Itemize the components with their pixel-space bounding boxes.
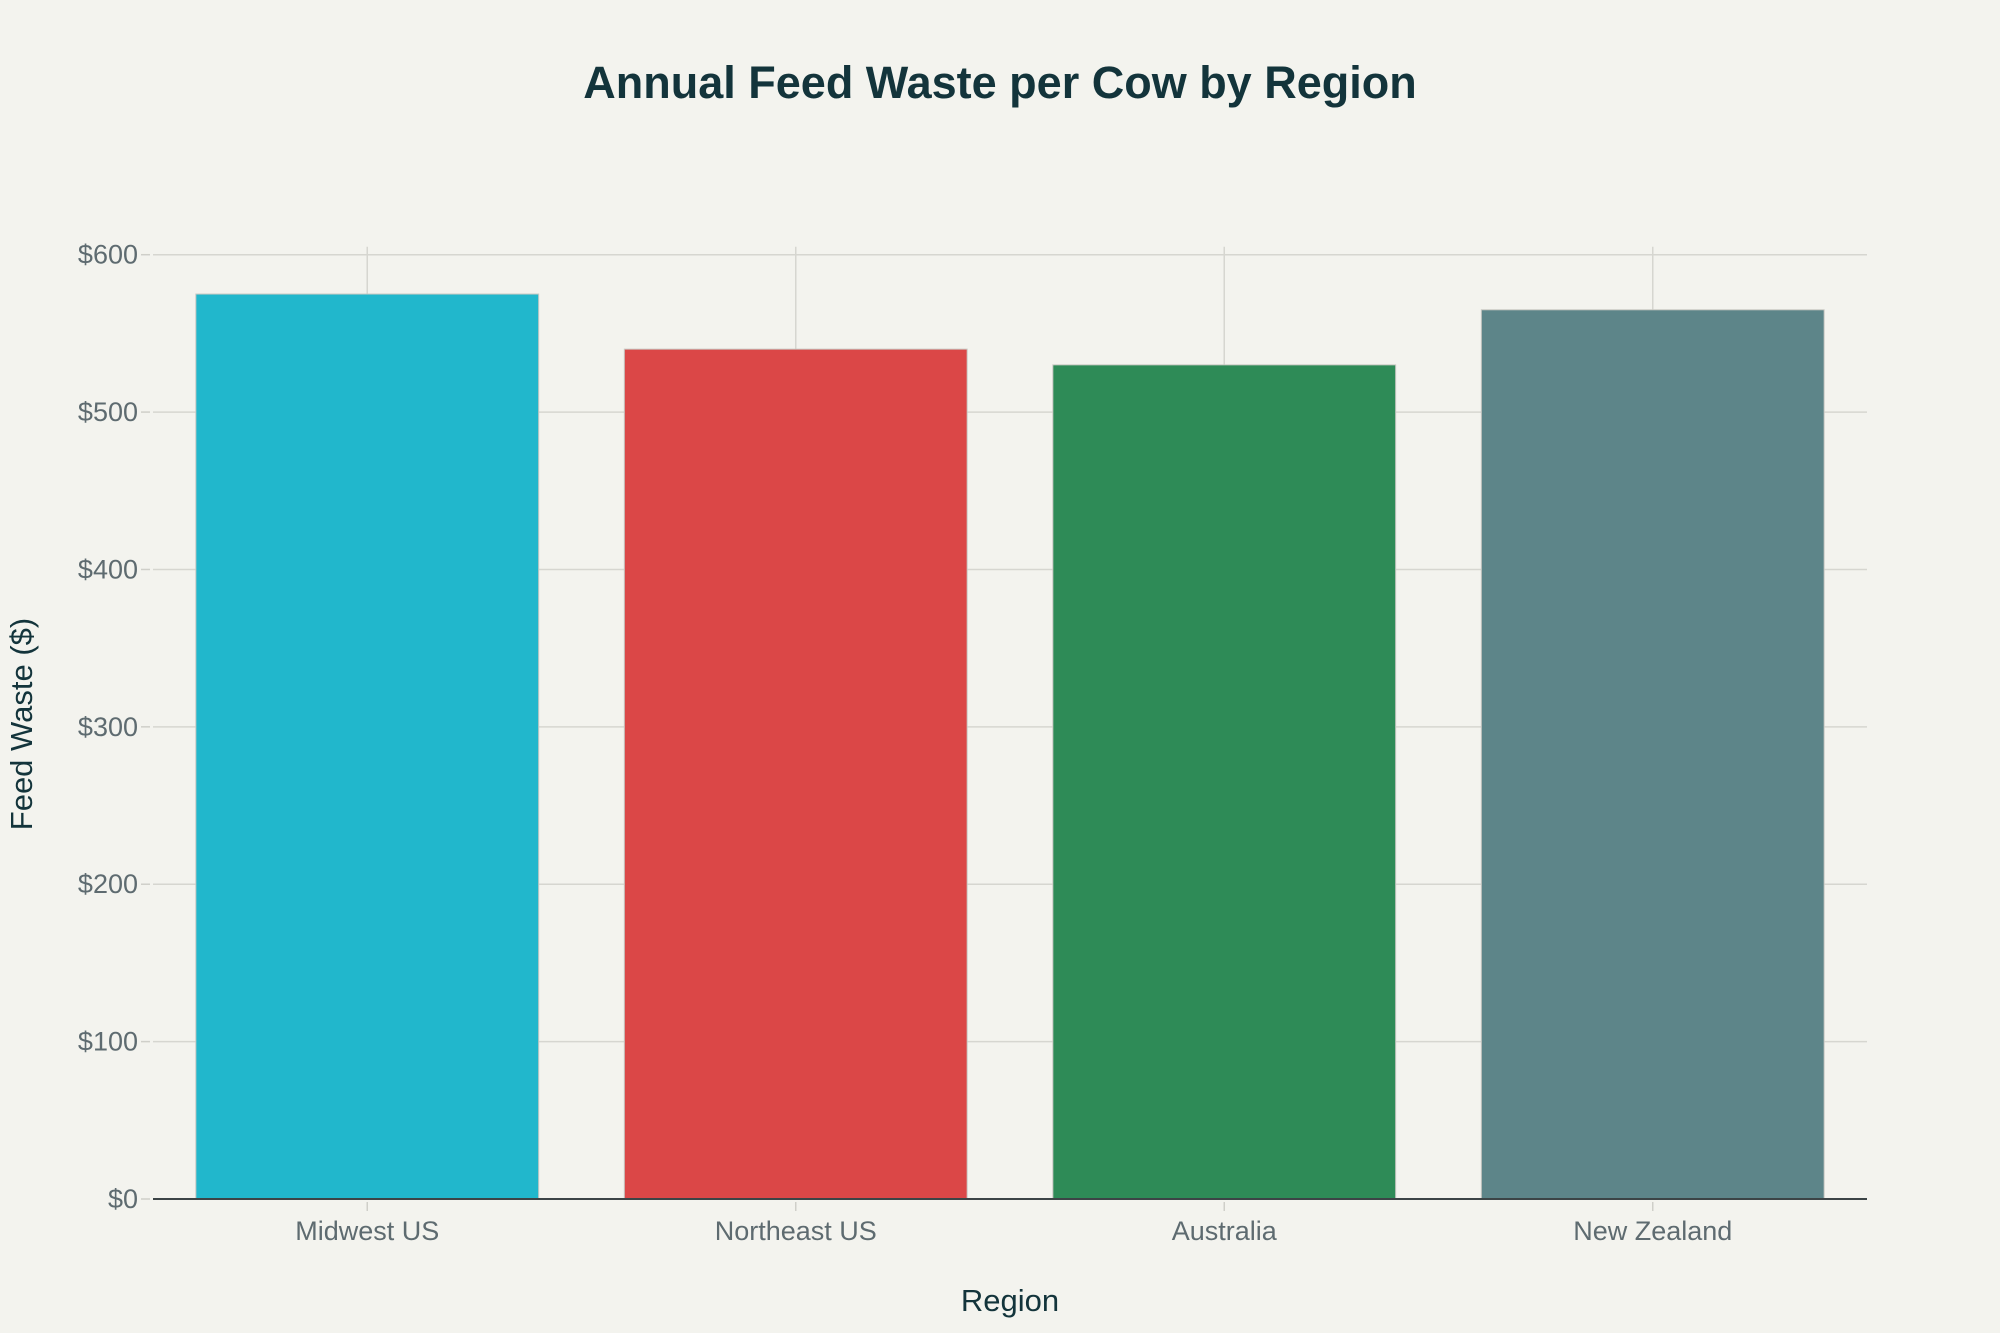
bar-australia <box>1052 364 1397 1200</box>
x-tick-label: Midwest US <box>295 1216 439 1246</box>
bar-northeast-us <box>623 348 968 1200</box>
bar-new-zealand <box>1480 309 1825 1200</box>
y-tick-label: $100 <box>78 1027 138 1057</box>
y-tick-label: $600 <box>78 240 138 270</box>
x-axis-title: Region <box>961 1283 1059 1318</box>
x-axis-ticks: Midwest US Northeast US Australia New Zeala… <box>295 1202 1732 1246</box>
y-axis-title: Feed Waste ($) <box>4 618 39 830</box>
x-tick-label: New Zealand <box>1573 1216 1732 1246</box>
bars <box>195 293 1825 1200</box>
x-tick-label: Northeast US <box>715 1216 877 1246</box>
y-axis-ticks: $0 $100 $200 $300 $400 $500 $600 <box>78 240 150 1214</box>
x-axis-gridlines <box>366 246 1654 1199</box>
y-tick-label: $500 <box>78 397 138 427</box>
bar-midwest-us <box>195 293 540 1200</box>
y-tick-label: $200 <box>78 869 138 899</box>
chart-title: Annual Feed Waste per Cow by Region <box>583 57 1416 108</box>
x-tick-label: Australia <box>1172 1216 1278 1246</box>
y-tick-label: $400 <box>78 554 138 584</box>
y-tick-label: $0 <box>108 1184 138 1214</box>
y-tick-label: $300 <box>78 712 138 742</box>
